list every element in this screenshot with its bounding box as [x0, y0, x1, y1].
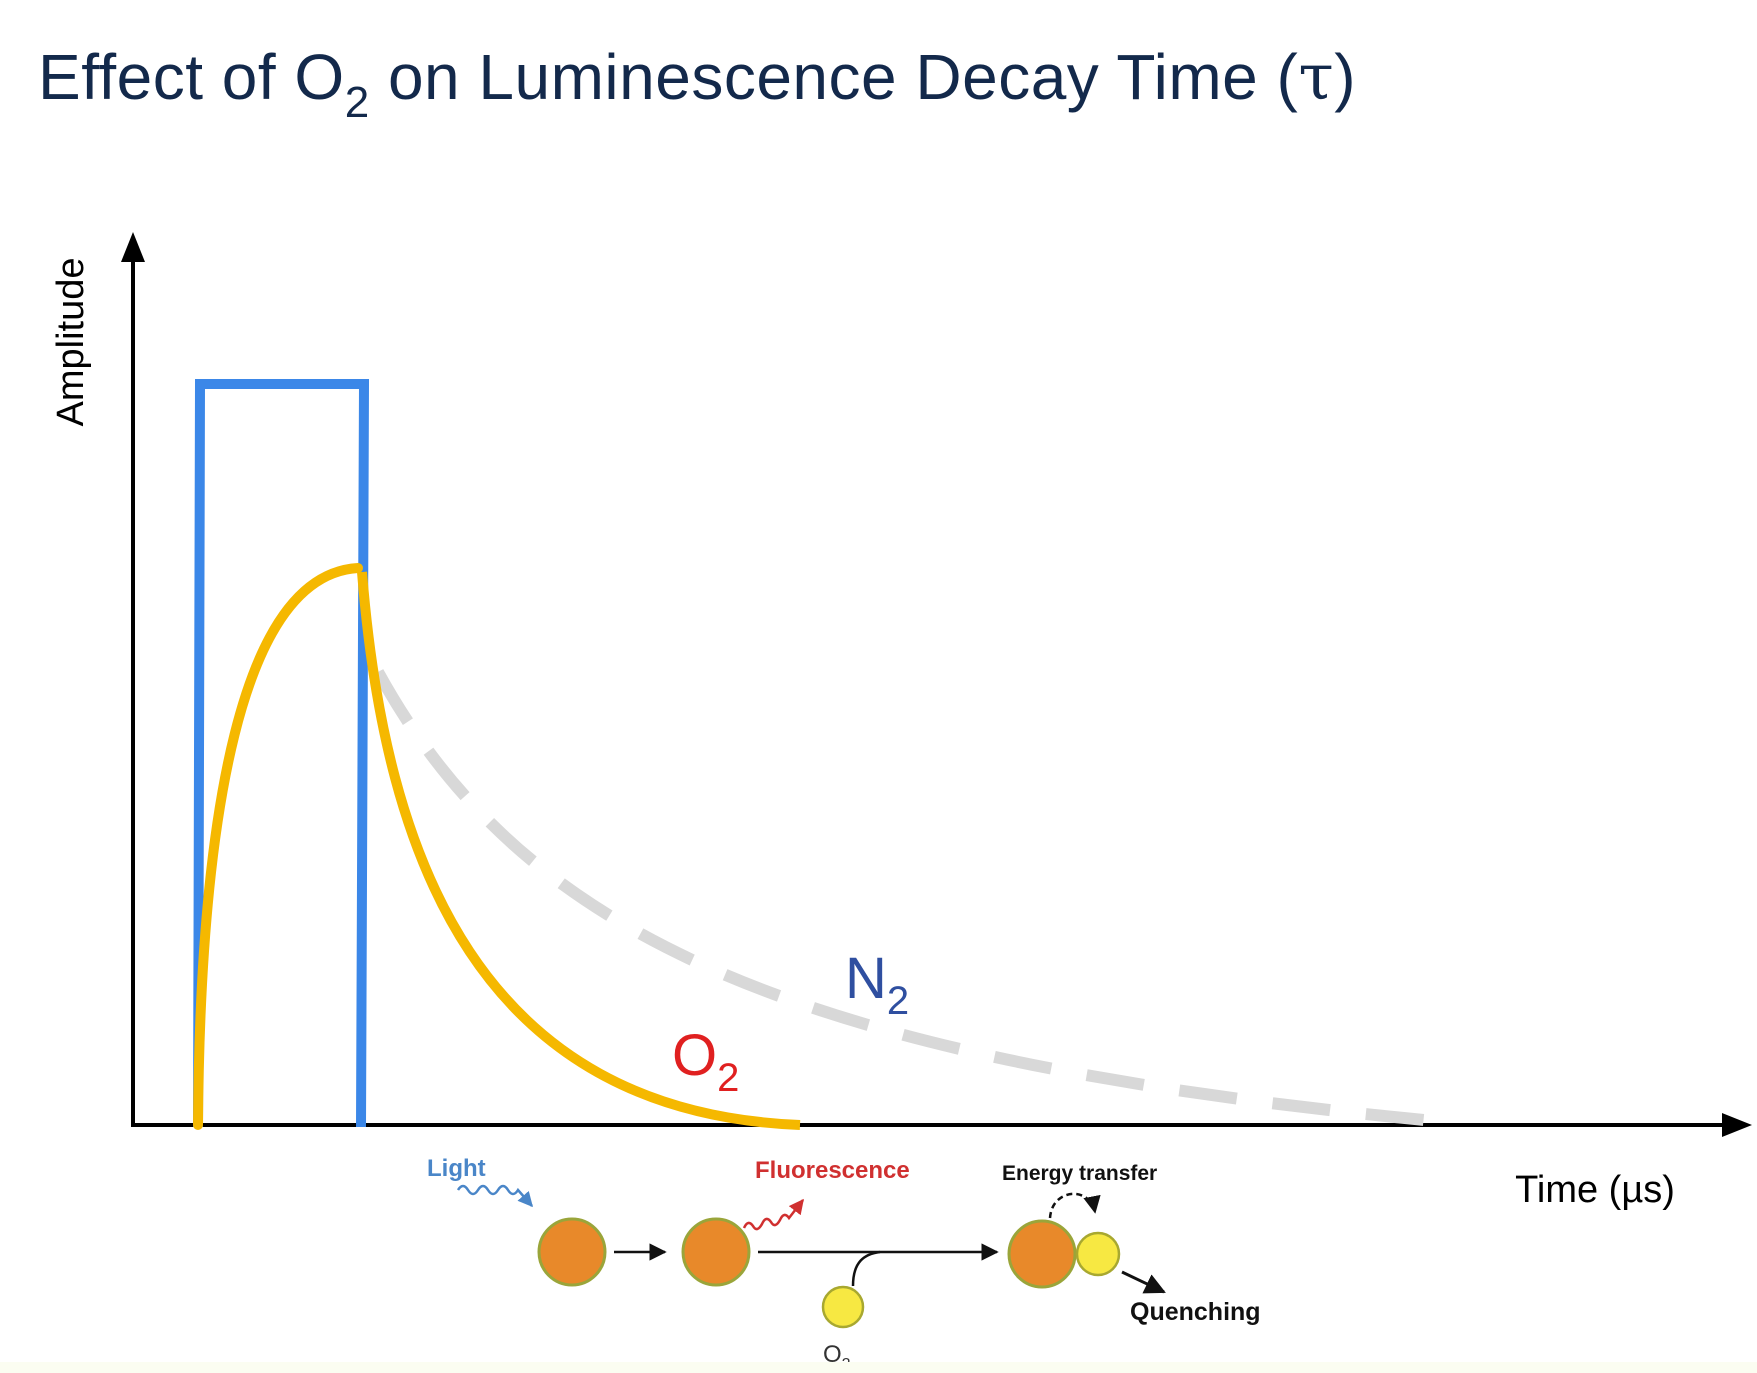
quenched-molecule: [1007, 1219, 1077, 1289]
tau-symbol: τ: [1298, 41, 1335, 115]
title-prefix: Effect of O: [38, 41, 345, 113]
fluorescence-wave-arrow: [742, 1198, 804, 1231]
x-axis-label: Time (µs): [1515, 1169, 1675, 1211]
n2-curve-label: N2: [845, 946, 909, 1023]
title-middle: on Luminescence Decay Time (: [369, 41, 1299, 113]
fluorescence-label: Fluorescence: [755, 1157, 910, 1184]
o2-rise-curve: [193, 563, 363, 1130]
title-subscript: 2: [344, 78, 370, 127]
title-suffix: ): [1334, 41, 1357, 113]
quenching-mechanism: Light Fluorescence O2 Energy transfer Qu…: [427, 1155, 1261, 1373]
excitation-pulse: [193, 379, 370, 1128]
energy-transfer-arrow: [1048, 1192, 1101, 1219]
x-axis-arrowhead: [1722, 1113, 1752, 1137]
n2-decay-curve: [372, 669, 1446, 1128]
n2-label-sub: 2: [887, 979, 909, 1023]
o2-label-text: O: [672, 1023, 717, 1088]
quenching-label: Quenching: [1130, 1298, 1261, 1326]
axes: [121, 232, 1752, 1137]
ground-state-molecule: [537, 1217, 607, 1287]
y-axis-label: Amplitude: [50, 258, 92, 427]
light-wave-arrow: [456, 1184, 533, 1208]
o2-curve-label: O2: [672, 1023, 739, 1100]
slide-title: Effect of O2 on Luminescence Decay Time …: [38, 40, 1357, 125]
slide-bottom-strip: [0, 1362, 1757, 1373]
oxygen-label-text: O: [823, 1341, 842, 1368]
energy-transfer-label: Energy transfer: [1002, 1162, 1157, 1185]
o2-decay-curve: [357, 571, 801, 1130]
oxygen-molecule: [821, 1285, 865, 1329]
bound-oxygen-molecule: [1075, 1231, 1121, 1277]
o2-label-sub: 2: [717, 1056, 739, 1100]
light-label: Light: [427, 1155, 486, 1182]
quenching-arrow: [1121, 1270, 1166, 1294]
oxygen-join-line: [851, 1250, 881, 1287]
y-axis-arrowhead: [121, 232, 145, 262]
excited-molecule: [681, 1217, 751, 1287]
n2-label-text: N: [845, 946, 887, 1011]
